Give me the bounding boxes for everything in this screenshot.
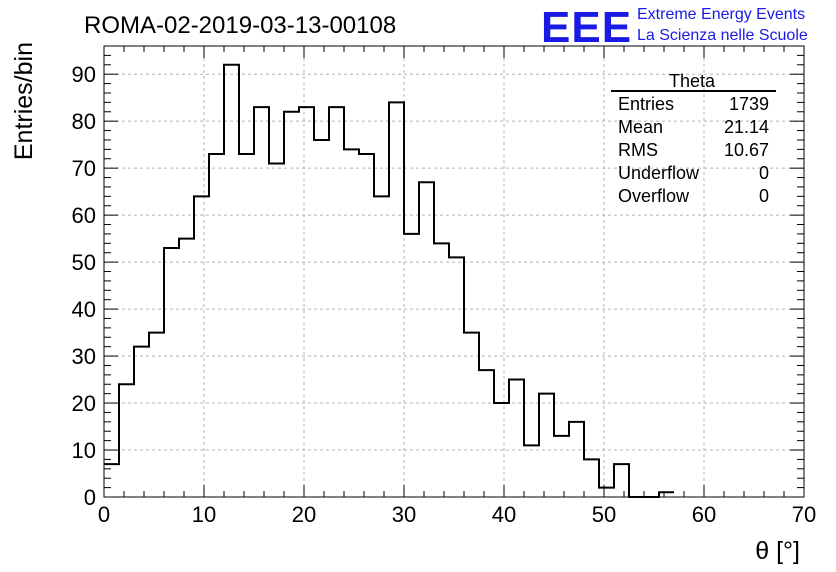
x-tick-label: 10: [192, 502, 216, 527]
stats-box: Theta Entries 1739 Mean 21.14 RMS 10.67 Underf…: [611, 71, 776, 206]
x-tick-label: 20: [292, 502, 316, 527]
x-tick-label: 60: [692, 502, 716, 527]
stats-row-label: Entries: [618, 94, 674, 114]
y-tick-label: 80: [72, 109, 96, 134]
y-tick-label: 0: [84, 485, 96, 510]
stats-row-value: 0: [759, 163, 769, 183]
y-tick-label: 30: [72, 344, 96, 369]
axis-ticks: [103, 45, 805, 498]
chart-title: ROMA-02-2019-03-13-00108: [84, 12, 396, 39]
y-tick-label: 50: [72, 250, 96, 275]
y-tick-label: 70: [72, 156, 96, 181]
y-tick-label: 60: [72, 203, 96, 228]
stats-row-value: 21.14: [724, 117, 769, 137]
stats-row-value: 1739: [729, 94, 769, 114]
x-tick-label: 50: [592, 502, 616, 527]
stats-row-label: Overflow: [618, 186, 690, 206]
y-axis-label: Entries/bin: [10, 42, 38, 160]
eee-logo-mark: EEE: [541, 3, 632, 52]
stats-row-label: Mean: [618, 117, 663, 137]
x-tick-label: 70: [792, 502, 816, 527]
plot-frame: [103, 45, 805, 498]
stats-row-value: 0: [759, 186, 769, 206]
x-tick-label: 30: [392, 502, 416, 527]
y-tick-label: 90: [72, 62, 96, 87]
y-tick-label: 40: [72, 297, 96, 322]
stats-row-value: 10.67: [724, 140, 769, 160]
y-tick-labels: 0 10 20 30 40 50 60 70 80 90: [72, 62, 96, 510]
stats-row-label: Underflow: [618, 163, 700, 183]
x-tick-label: 40: [492, 502, 516, 527]
stats-title: Theta: [669, 71, 716, 91]
stats-row-label: RMS: [618, 140, 658, 160]
logo-line-2: La Scienza nelle Scuole: [637, 27, 808, 44]
histogram-step-line: [104, 63, 674, 498]
grid-lines: [104, 46, 804, 497]
y-tick-label: 10: [72, 438, 96, 463]
eee-logo: EEE Extreme Energy Events La Scienza nel…: [541, 3, 808, 52]
y-tick-label: 20: [72, 391, 96, 416]
x-axis-label: θ [°]: [755, 537, 800, 565]
x-tick-labels: 0 10 20 30 40 50 60 70: [98, 502, 816, 527]
logo-line-1: Extreme Energy Events: [637, 6, 805, 23]
x-tick-label: 0: [98, 502, 110, 527]
